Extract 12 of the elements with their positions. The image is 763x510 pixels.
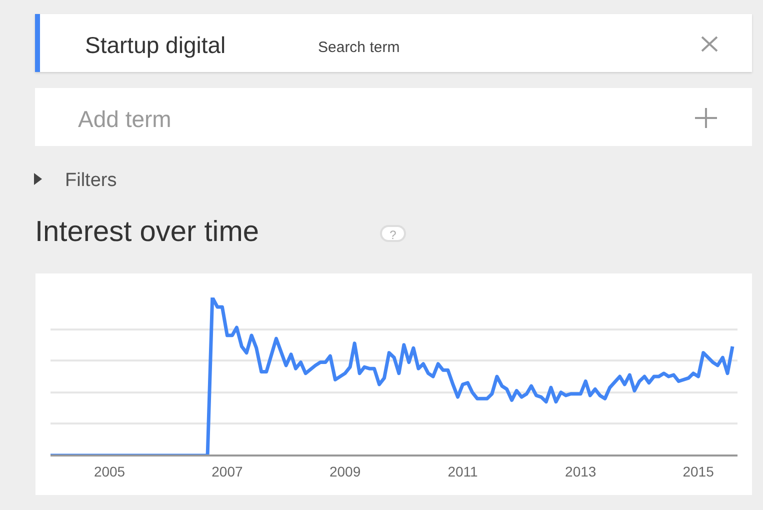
x-tick-label: 2007 — [212, 464, 243, 480]
text: ? — [380, 225, 406, 242]
chart-title: Interest over time — [35, 215, 260, 250]
text: Add term — [78, 105, 172, 134]
text: Search term — [318, 38, 400, 58]
x-tick-label: 2011 — [448, 464, 478, 480]
x-tick-label: 2015 — [682, 464, 714, 480]
text: Filters — [65, 169, 117, 193]
x-tick-label: 2005 — [94, 464, 126, 480]
x-tick-label: 2013 — [565, 464, 596, 480]
text: Startup digital — [85, 31, 226, 60]
x-tick-label: 2009 — [329, 464, 361, 480]
